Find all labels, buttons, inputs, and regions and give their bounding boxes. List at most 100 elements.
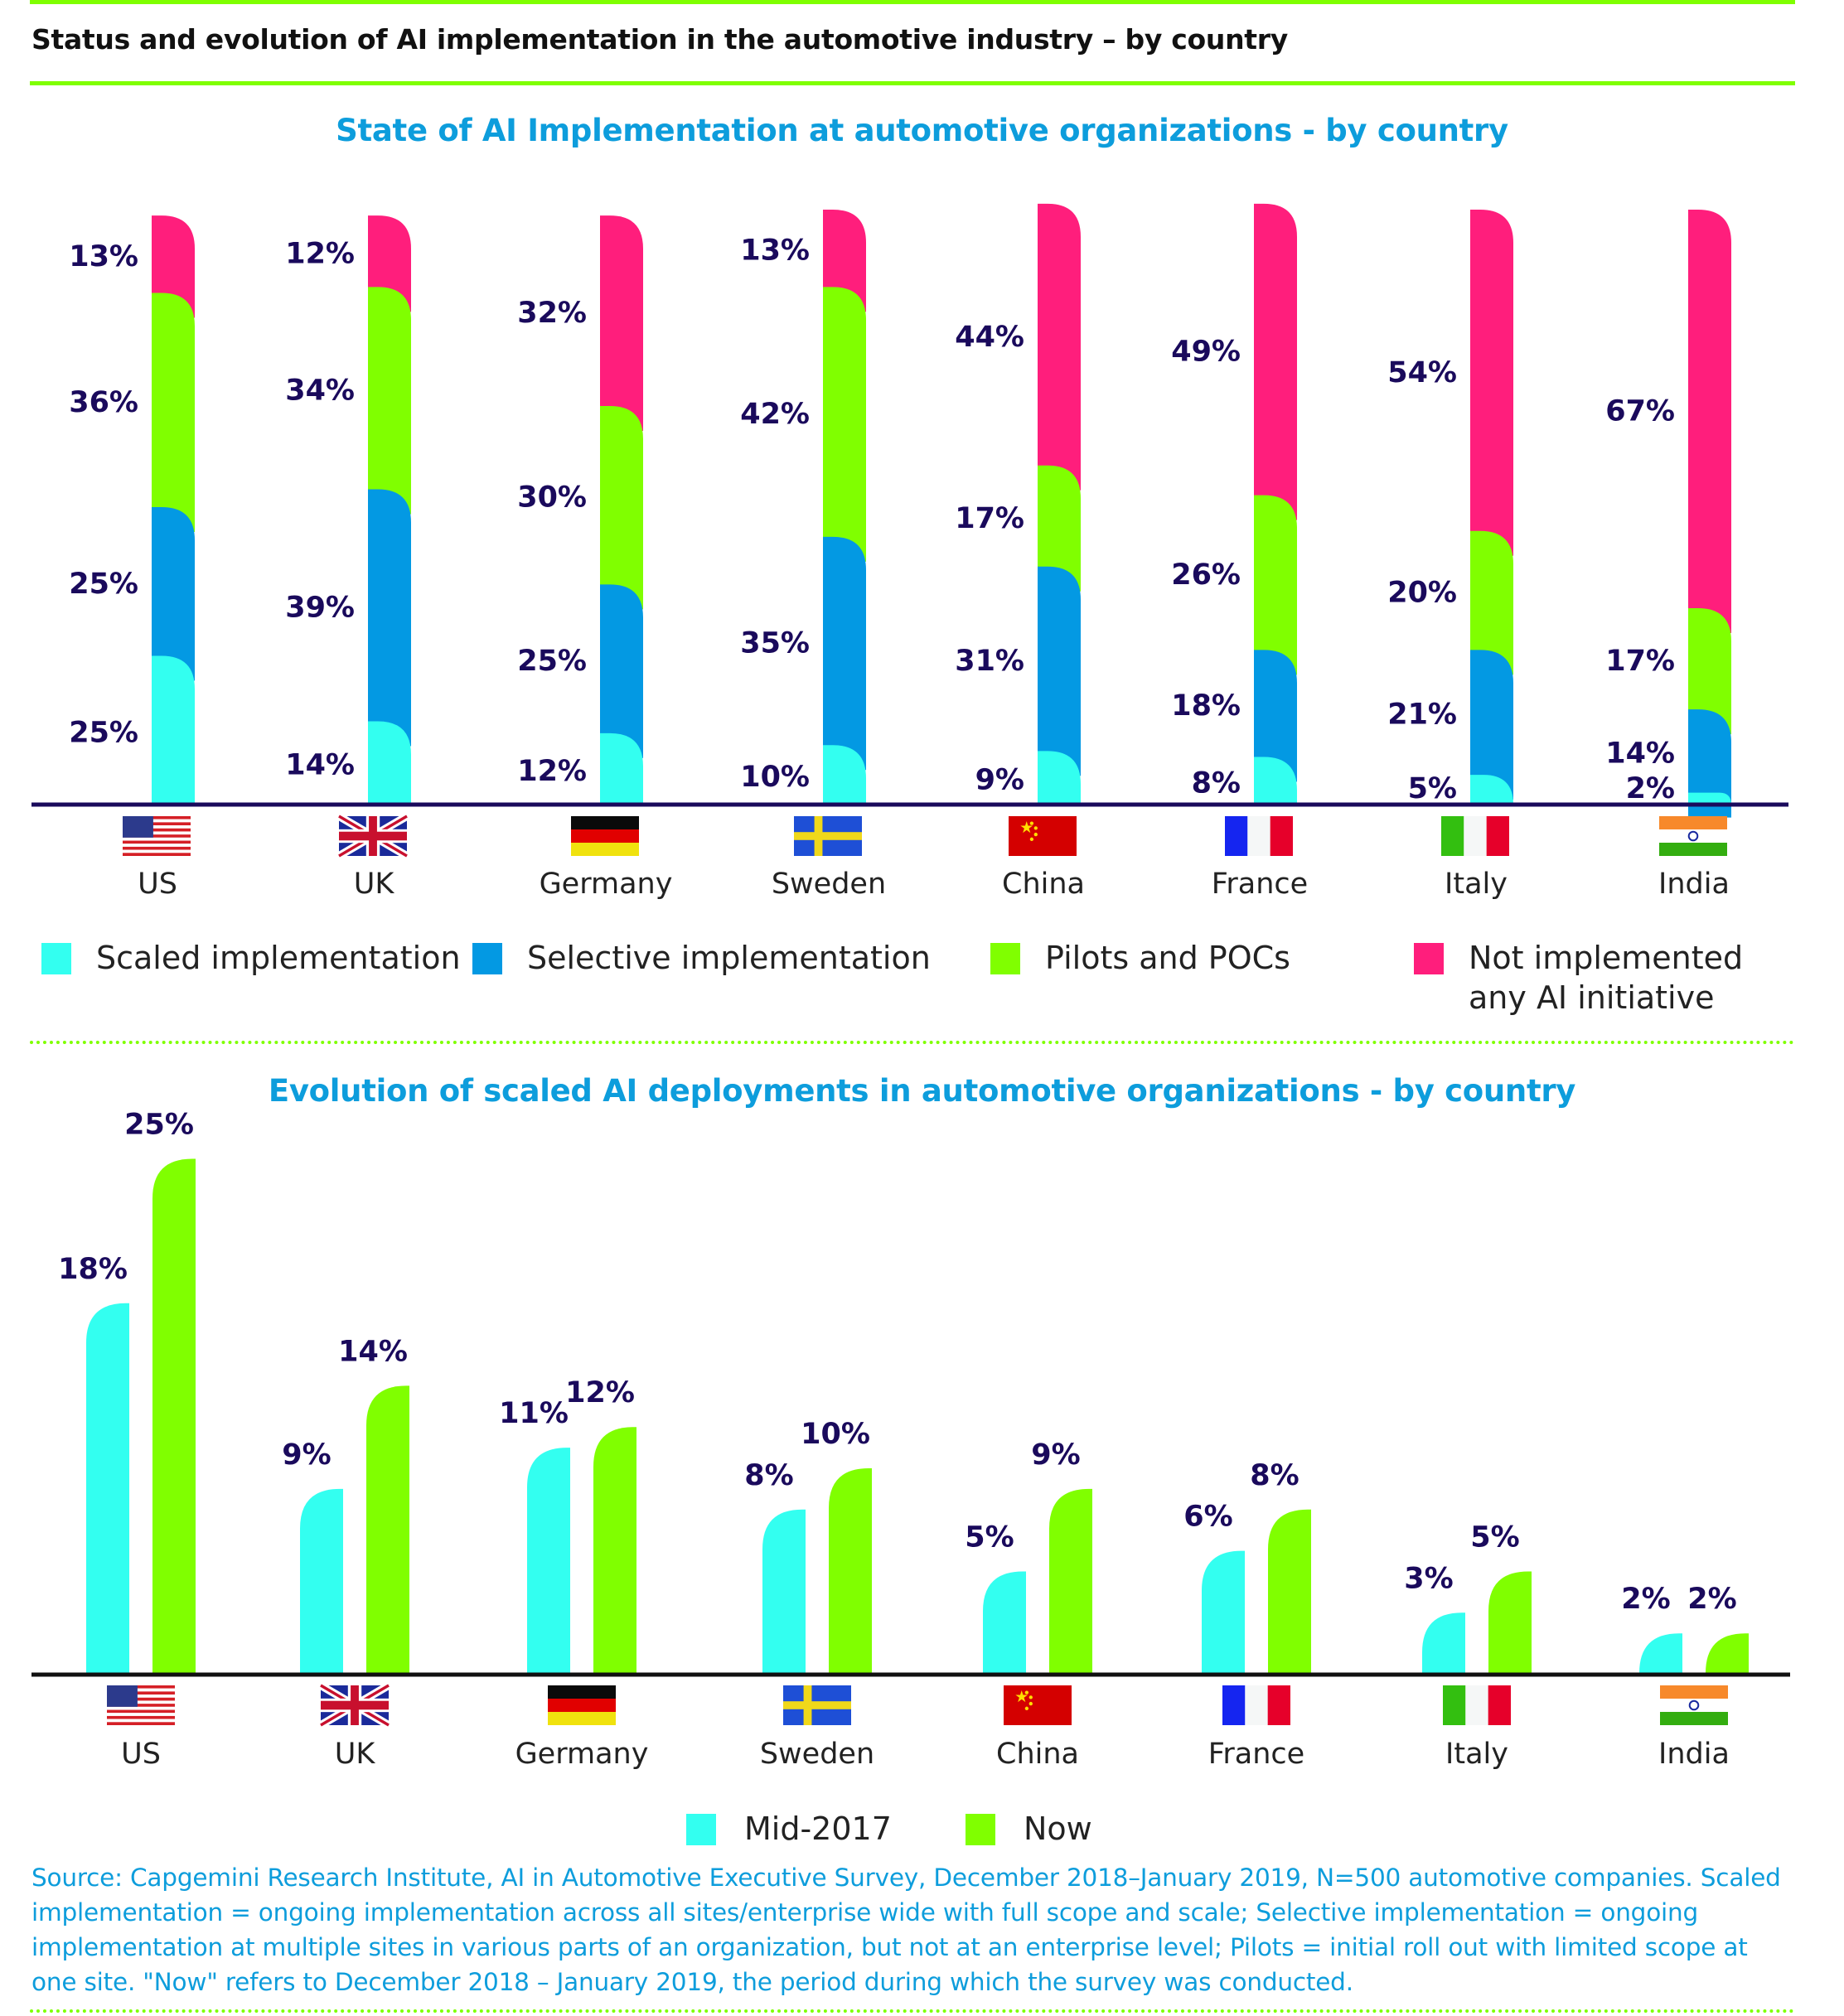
- france-flag-icon: [1225, 816, 1293, 856]
- bar-segment-selective: [368, 489, 411, 747]
- china-flag-icon: ★: [1009, 816, 1077, 856]
- bar-segment-scaled: [1254, 757, 1297, 805]
- bar-mid2017: [762, 1509, 806, 1675]
- bar-segment-pilots: [1254, 495, 1297, 675]
- germany-flag-icon: [571, 816, 639, 856]
- x-tick-label: Italy: [1445, 1738, 1508, 1771]
- data-label-now: 14%: [338, 1335, 408, 1368]
- bar-segment-pilots: [823, 287, 866, 562]
- bar-segment-pilots: [600, 405, 643, 610]
- legend-swatch-selective: [472, 943, 502, 974]
- legend-item-not-implemented: Not implemented any AI initiative: [1414, 938, 1743, 1018]
- data-label-mid2017: 5%: [965, 1521, 1014, 1554]
- data-label-mid2017: 18%: [58, 1253, 128, 1286]
- data-label-selective: 14%: [1605, 737, 1675, 770]
- bar-segment-scaled: [1688, 792, 1731, 805]
- x-tick-label: Sweden: [772, 868, 886, 901]
- bar-segment-scaled: [1470, 775, 1513, 805]
- data-label-now: 5%: [1470, 1521, 1519, 1554]
- x-tick-label: UK: [354, 868, 395, 901]
- france-flag-icon: [1222, 1685, 1290, 1725]
- legend-label: Selective implementation: [527, 940, 931, 976]
- legend-swatch-now: [966, 1814, 995, 1845]
- bar-segment-not_implemented: [1470, 210, 1513, 556]
- legend-label: Now: [1024, 1811, 1092, 1847]
- legend-item-selective: Selective implementation: [472, 938, 931, 978]
- data-label-mid2017: 6%: [1183, 1501, 1232, 1534]
- x-tick-label: Germany: [540, 868, 673, 901]
- x-tick-label: India: [1658, 1738, 1730, 1771]
- legend-label-line2: any AI initiative: [1469, 979, 1715, 1016]
- data-label-not_implemented: 12%: [285, 237, 355, 270]
- bar-now: [593, 1427, 636, 1675]
- data-label-mid2017: 3%: [1404, 1562, 1453, 1595]
- india-flag-icon: [1660, 1685, 1728, 1725]
- bar-segment-not_implemented: [1254, 203, 1297, 520]
- bar-segment-not_implemented: [152, 215, 195, 318]
- bar-mid2017: [1639, 1633, 1682, 1675]
- italy-flag-icon: [1443, 1685, 1511, 1725]
- x-tick-label: India: [1658, 868, 1730, 901]
- data-label-selective: 25%: [517, 645, 587, 678]
- bar-now: [152, 1158, 196, 1675]
- data-label-scaled: 12%: [517, 755, 587, 788]
- x-tick-label: US: [121, 1738, 161, 1771]
- bar-segment-scaled: [368, 721, 411, 805]
- bar-segment-selective: [152, 507, 195, 681]
- data-label-not_implemented: 13%: [69, 240, 138, 273]
- bar-mid2017: [86, 1303, 129, 1675]
- data-label-pilots: 26%: [1171, 558, 1241, 592]
- data-label-selective: 21%: [1387, 699, 1457, 732]
- bar-segment-not_implemented: [1038, 203, 1081, 491]
- bottom-divider: [30, 2009, 1795, 2013]
- chart-title-implementation: State of AI Implementation at automotive…: [336, 113, 1508, 148]
- bar-mid2017: [1422, 1612, 1465, 1675]
- data-label-not_implemented: 67%: [1605, 395, 1675, 428]
- bar-segment-selective: [1470, 650, 1513, 800]
- x-tick-label: Sweden: [760, 1738, 874, 1771]
- data-label-pilots: 17%: [955, 502, 1024, 535]
- legend-label-line1: Not implemented: [1469, 940, 1744, 976]
- uk-flag-icon: [318, 1681, 391, 1729]
- data-label-selective: 35%: [740, 627, 810, 660]
- source-footnote: Source: Capgemini Research Institute, AI…: [31, 1864, 1781, 1996]
- sweden-flag-icon: [783, 1685, 851, 1725]
- bar-segment-scaled: [600, 732, 643, 805]
- bar-segment-pilots: [1470, 530, 1513, 675]
- germany-flag-icon: [548, 1685, 616, 1725]
- bar-mid2017: [1202, 1550, 1245, 1675]
- bar-now: [1268, 1509, 1311, 1675]
- india-flag-icon: [1659, 816, 1727, 856]
- data-label-scaled: 5%: [1408, 772, 1457, 805]
- legend-item-mid2017: Mid-2017: [686, 1809, 892, 1849]
- data-label-scaled: 10%: [740, 761, 810, 794]
- bar-segment-selective: [1254, 650, 1297, 782]
- x-tick-label: China: [1002, 868, 1085, 901]
- page-title: Status and evolution of AI implementatio…: [31, 23, 1288, 56]
- data-label-now: 10%: [801, 1418, 870, 1451]
- data-label-selective: 39%: [285, 591, 355, 624]
- data-label-now: 12%: [565, 1376, 635, 1409]
- bar-now: [1706, 1633, 1749, 1675]
- bar-segment-not_implemented: [823, 210, 866, 312]
- us-flag-icon: [123, 816, 191, 856]
- legend-label: Scaled implementation: [96, 940, 461, 976]
- legend-swatch-scaled: [41, 943, 71, 974]
- data-label-pilots: 34%: [285, 374, 355, 407]
- data-label-selective: 18%: [1171, 689, 1241, 723]
- bar-segment-pilots: [152, 292, 195, 532]
- data-label-scaled: 2%: [1626, 772, 1675, 805]
- bar-now: [829, 1468, 872, 1675]
- uk-flag-icon: [336, 812, 409, 860]
- bar-segment-pilots: [1688, 608, 1731, 735]
- bar-segment-not_implemented: [600, 215, 643, 431]
- legend-item-scaled: Scaled implementation: [41, 938, 461, 978]
- bar-now: [366, 1385, 409, 1675]
- header-divider: [30, 81, 1795, 85]
- data-label-pilots: 20%: [1387, 577, 1457, 610]
- bar-now: [1049, 1488, 1092, 1675]
- bar-mid2017: [983, 1571, 1026, 1675]
- italy-flag-icon: [1441, 816, 1509, 856]
- section-divider: [30, 1041, 1795, 1044]
- chart-title-evolution: Evolution of scaled AI deployments in au…: [268, 1073, 1576, 1109]
